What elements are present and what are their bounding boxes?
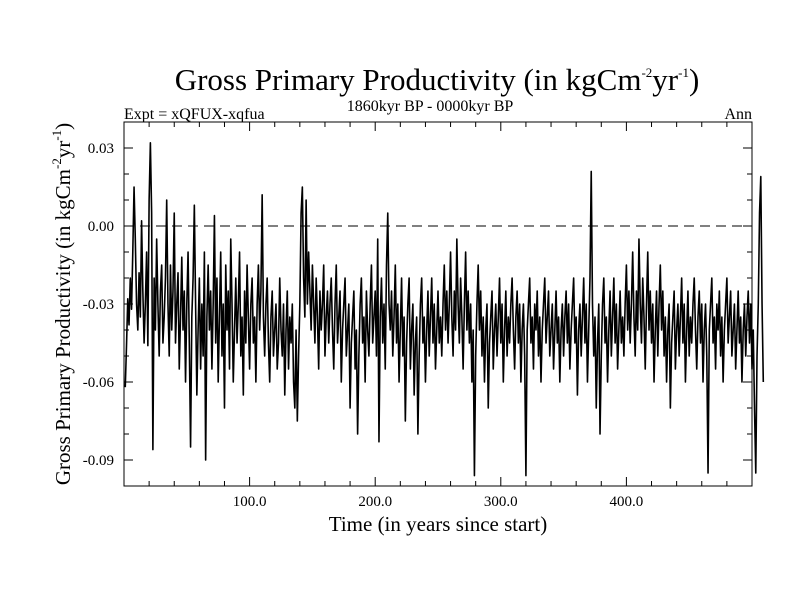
y-tick-label: -0.09 <box>83 453 114 469</box>
axis-ticks <box>124 121 752 487</box>
y-axis-label: Gross Primary Productivity (in kgCm-2yr-… <box>49 123 75 485</box>
subtitle-left: Expt = xQFUX-xqfua <box>124 106 265 123</box>
series-line-gpp <box>124 142 765 477</box>
subtitle-center: 1860kyr BP - 0000kyr BP <box>347 98 514 115</box>
y-tick-label: -0.06 <box>83 375 115 391</box>
x-axis-label: Time (in years since start) <box>329 512 548 536</box>
x-tick-label: 300.0 <box>484 494 518 510</box>
x-tick-label: 200.0 <box>358 494 392 510</box>
subtitle-right: Ann <box>724 106 752 123</box>
chart-title: Gross Primary Productivity (in kgCm-2yr-… <box>175 62 700 97</box>
y-tick-label: -0.03 <box>83 297 114 313</box>
tick-labels: 100.0 200.0 300.0 400.0 0.03 0.00 -0.03 -0.06 -0… <box>83 141 644 510</box>
y-tick-label: 0.00 <box>88 219 114 235</box>
y-tick-label: 0.03 <box>88 141 114 157</box>
x-tick-label: 100.0 <box>233 494 267 510</box>
x-tick-label: 400.0 <box>610 494 644 510</box>
